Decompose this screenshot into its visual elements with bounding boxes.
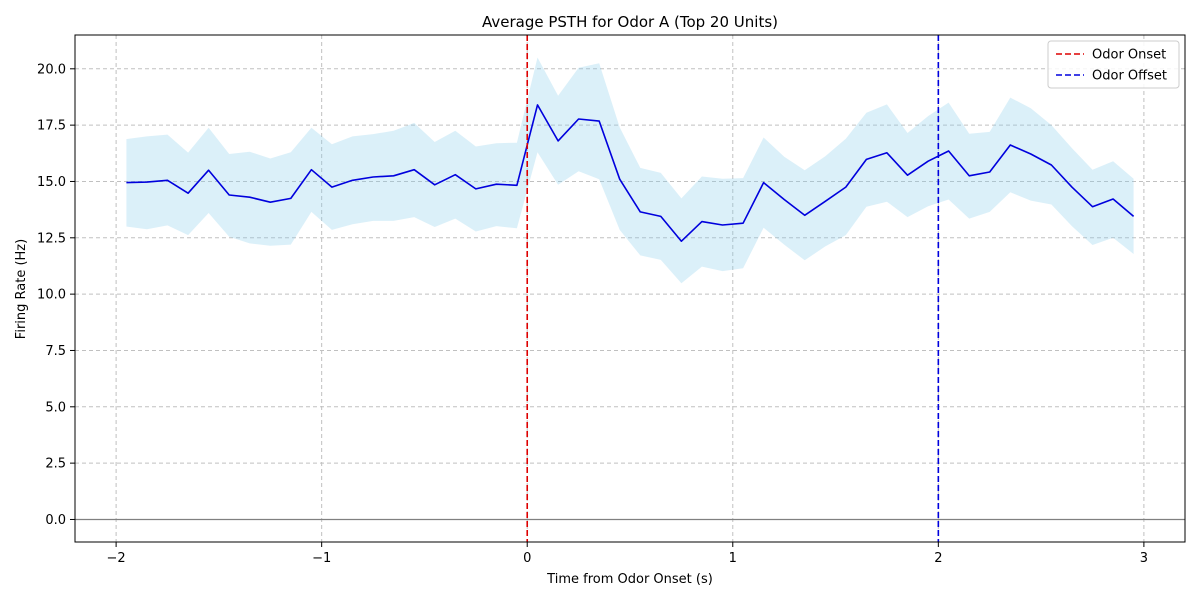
- y-tick-label: 5.0: [45, 400, 66, 415]
- x-tick-label: −1: [312, 551, 331, 566]
- plot-frame: [74, 34, 1186, 543]
- legend: Odor Onset Odor Offset: [1047, 40, 1180, 89]
- y-axis-ticks: 0.0 2.5 5.0 7.5 10.0 12.5 15.0 17.5 20.0: [37, 62, 75, 528]
- grid-layer: [75, 35, 1185, 542]
- y-tick-label: 0.0: [45, 513, 66, 528]
- y-tick-label: 2.5: [45, 457, 66, 472]
- mean-line-layer: [126, 104, 1135, 242]
- x-tick-label: 1: [729, 551, 737, 566]
- x-tick-label: 0: [523, 551, 531, 566]
- x-tick-label: −2: [107, 551, 126, 566]
- chart-title: Average PSTH for Odor A (Top 20 Units): [482, 13, 778, 31]
- x-tick-label: 2: [934, 551, 942, 566]
- y-tick-label: 20.0: [37, 62, 66, 77]
- legend-box: [1047, 40, 1180, 89]
- legend-label: Odor Offset: [1092, 69, 1167, 84]
- y-tick-label: 7.5: [45, 344, 66, 359]
- confidence-band: [126, 57, 1134, 284]
- confidence-band-layer: [126, 57, 1134, 284]
- y-axis-label: Firing Rate (Hz): [14, 239, 29, 339]
- x-tick-label: 3: [1140, 551, 1148, 566]
- legend-label: Odor Onset: [1092, 48, 1166, 63]
- x-axis-ticks: −2 −1 0 1 2 3: [107, 542, 1148, 566]
- x-axis-label: Time from Odor Onset (s): [546, 572, 713, 587]
- event-lines-layer: [526, 35, 940, 542]
- y-tick-label: 15.0: [37, 175, 66, 190]
- y-tick-label: 12.5: [37, 231, 66, 246]
- y-tick-label: 17.5: [37, 119, 66, 134]
- y-tick-label: 10.0: [37, 288, 66, 303]
- mean-firing-rate-line: [126, 104, 1135, 242]
